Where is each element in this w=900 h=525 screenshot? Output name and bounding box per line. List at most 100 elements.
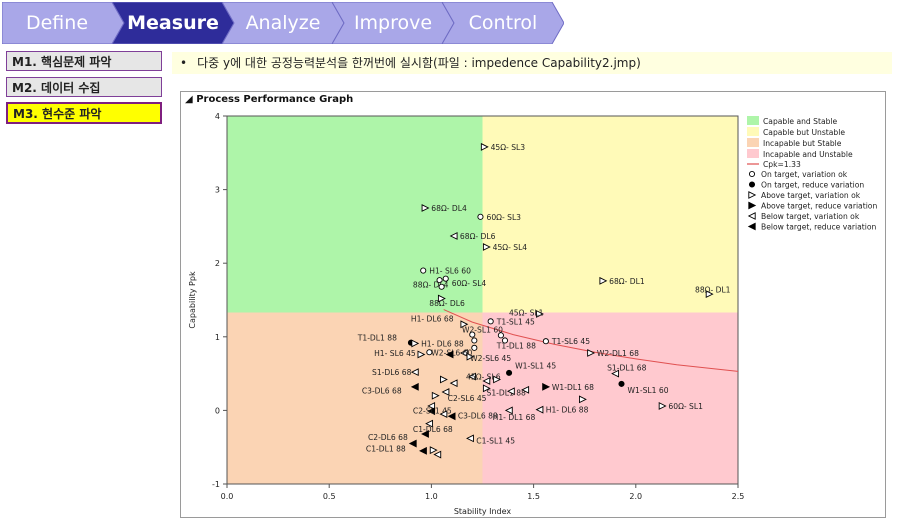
point-label: 45Ω- SL6 [466,373,501,382]
tab-label: Define [25,12,89,34]
point-label: 60Ω- SL4 [452,279,487,288]
data-point [542,382,551,391]
data-point [482,377,491,385]
point-label: C1-SL1 45 [476,437,515,446]
point-label: C1-DL1 88 [366,445,406,454]
legend-marker [748,191,757,199]
data-point [421,430,429,438]
data-point [449,232,458,240]
data-point [429,446,438,455]
y-tick-label: -1 [212,480,220,489]
menu-item-label: M3. 현수준 파악 [13,107,102,121]
menu-item-m2[interactable]: M2. 데이터 수집 [6,77,162,97]
data-point [440,375,448,384]
legend-label: Above target, variation ok [761,191,861,200]
tab-label: Control [468,12,538,34]
x-axis-label: Stability Index [454,507,512,516]
point-label: C1-DL6 68 [413,425,453,434]
legend-marker [748,201,757,210]
data-point [419,446,427,455]
panel-title-text: Process Performance Graph [196,94,354,105]
point-label: H1- DL1 68 [493,413,536,422]
data-point [506,387,515,396]
note-box: • 다중 y에 대한 공정능력분석을 한꺼번에 실시함(파일 : impedenc… [172,52,892,74]
point-label: 60Ω- SL3 [487,213,522,222]
region-capable-unstable [482,116,738,313]
legend-label: Capable and Stable [763,117,838,126]
point-label: 88Ω- DL4 [413,281,449,290]
data-point [504,406,513,415]
tab-label: Measure [127,12,219,34]
y-tick-label: 2 [215,259,220,268]
point-label: 45Ω- SL3 [491,143,526,152]
cpk-curve [443,309,739,372]
point-label: 88Ω- DL1 [695,286,731,295]
point-label: H1- SL6 45 [374,349,416,358]
data-point [482,243,491,251]
data-point [441,388,450,396]
data-point [445,350,454,359]
tab-label: Analyze [245,12,321,34]
x-tick-label: 0.5 [323,492,336,501]
data-point [417,350,426,359]
menu-item-m1[interactable]: M1. 핵심문제 파악 [6,51,162,71]
point-label: T1-DL1 88 [357,334,397,343]
point-label: 68Ω- DL4 [431,204,467,213]
data-point [433,450,442,459]
y-axis-label: Capability Ppk [188,271,197,329]
bullet-icon: • [180,56,188,70]
tab-measure[interactable]: Measure [112,2,234,44]
data-point [466,434,474,443]
data-point [482,384,491,393]
data-point [426,349,433,356]
data-point [542,338,549,345]
data-point [459,349,468,357]
legend-marker [747,212,756,220]
point-label: S1-DL1 88 [487,389,527,398]
tab-analyze[interactable]: Analyze [222,2,344,44]
data-point [437,294,446,303]
legend-label: Incapable but Stable [763,139,842,148]
point-label: T1-SL6 45 [551,337,590,346]
data-point [497,332,504,339]
point-label: W1-SL1 60 [628,386,669,395]
tab-improve[interactable]: Improve [332,2,454,44]
data-point [449,379,458,388]
point-label: 60Ω- SL1 [668,402,703,411]
point-label: 45Ω- SL4 [493,243,528,252]
point-label: 88Ω- DL6 [429,299,465,308]
data-point [460,320,469,329]
x-tick-label: 1.5 [527,492,540,501]
point-label: S1-DL6 68 [372,368,412,377]
data-point [427,407,436,416]
tab-control[interactable]: Control [442,2,564,44]
data-point [477,213,484,220]
point-label: W1-SL1 45 [515,362,556,371]
data-point [480,142,489,151]
region-incapable-unstable [482,312,738,484]
point-label: 68Ω- DL1 [609,277,645,286]
y-tick-label: 3 [215,186,220,195]
note-text: 다중 y에 대한 공정능력분석을 한꺼번에 실시함(파일 : impedence… [197,56,641,70]
data-point [427,402,436,410]
point-label: H1- DL6 68 [411,314,454,323]
y-tick-label: 0 [215,406,220,415]
data-point [493,375,502,384]
data-point [408,439,417,448]
point-label: C3-DL6 88 [458,412,498,421]
disclosure-icon[interactable]: ◢ [185,94,193,105]
point-label: W1-DL1 68 [552,383,594,392]
menu-item-label: M2. 데이터 수집 [12,81,101,95]
menu-item-m3[interactable]: M3. 현수준 파악 [6,102,162,124]
legend-swatch [747,149,759,158]
legend-label: Cpk=1.33 [763,160,801,169]
data-point [442,275,449,282]
plot-frame [226,115,739,485]
data-point [487,318,494,325]
tab-define[interactable]: Define [2,2,124,44]
chart-panel: 0.0 0.5 1.0 1.5 2.0 2.5 -1 0 1 2 3 4 Stability Index… [180,91,886,518]
legend-label: Below target, variation ok [761,212,860,221]
point-label: C2-DL6 68 [368,433,408,442]
legend-label: Incapable and Unstable [763,150,853,159]
data-point [436,277,443,284]
